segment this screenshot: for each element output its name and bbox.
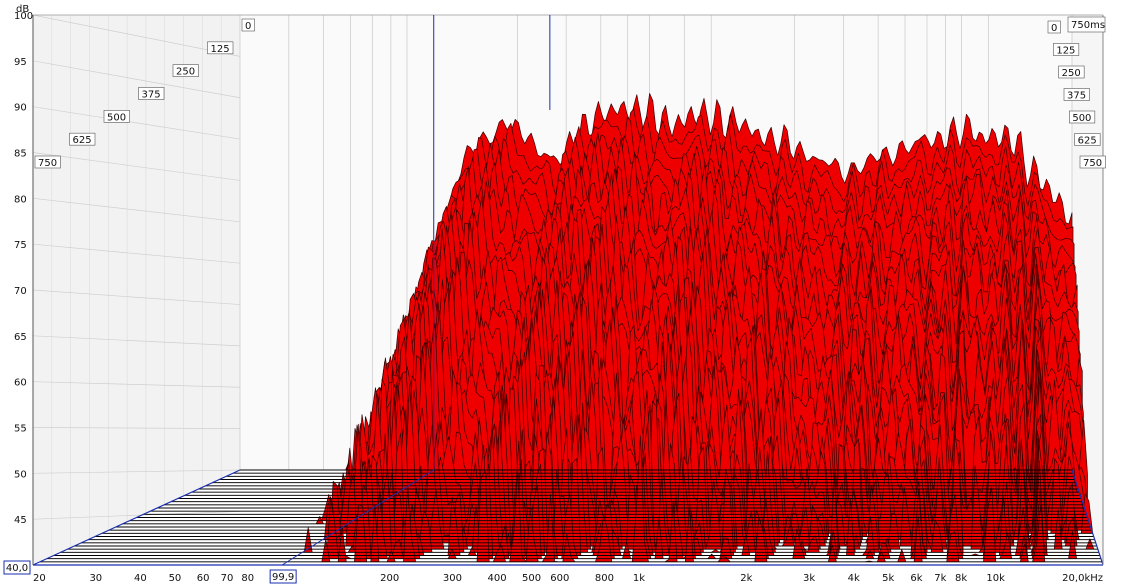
waterfall-slices [39, 93, 1103, 563]
y-tick-label: 55 [14, 424, 27, 435]
time-tick-box-left [34, 155, 61, 169]
time-max-box [1067, 16, 1106, 33]
time-tick-box-left [241, 18, 255, 32]
time-tick-label-right: 0 [1051, 23, 1057, 34]
x-tick-label: 300 [443, 573, 462, 584]
x-tick-label: 20,0kHz [1062, 573, 1103, 584]
y-tick-label: 100 [14, 11, 33, 22]
x-tick-label: 400 [487, 573, 506, 584]
y-tick-label: 85 [14, 149, 27, 160]
y-tick-label: 90 [14, 103, 27, 114]
x-tick-label: 40 [134, 573, 147, 584]
x-tick-label: 80 [241, 573, 254, 584]
x-tick-label: 50 [169, 573, 182, 584]
time-tick-label-right: 500 [1072, 113, 1091, 124]
time-tick-label-left: 500 [107, 112, 126, 123]
floor-value-label: 40,0 [6, 563, 28, 574]
time-tick-box-left [138, 87, 165, 100]
x-tick-label: 500 [522, 573, 541, 584]
time-tick-label-right: 250 [1062, 68, 1081, 79]
x-tick-label: 8k [955, 573, 967, 584]
time-tick-box-left [69, 132, 96, 146]
time-tick-label-right: 750 [1083, 158, 1102, 169]
x-tick-label: 600 [550, 573, 569, 584]
x-tick-label: 7k [934, 573, 946, 584]
time-tick-box-left [172, 64, 199, 77]
time-tick-label-left: 375 [142, 90, 161, 101]
y-tick-label: 45 [14, 515, 27, 526]
floor-right-edge [1071, 469, 1104, 566]
time-tick-label-right: 625 [1078, 136, 1097, 147]
y-unit-label: dB [16, 4, 29, 15]
x-tick-label: 4k [848, 573, 860, 584]
time-tick-label-right: 125 [1056, 46, 1075, 57]
x-tick-label: 3k [803, 573, 815, 584]
chart-axes [32, 14, 1104, 566]
y-tick-label: 75 [14, 240, 27, 251]
time-tick-box-right [1053, 43, 1080, 56]
y-tick-label: 50 [14, 469, 27, 480]
x-tick-label: 1k [633, 573, 645, 584]
cursor-freq-label: 99,9 [272, 572, 294, 583]
time-tick-label-left: 0 [245, 21, 251, 32]
x-tick-label: 10k [986, 573, 1005, 584]
time-tick-box-right [1047, 20, 1061, 34]
cursor-freq-box [269, 569, 297, 584]
time-tick-label-left: 125 [211, 44, 230, 55]
time-tick-box-right [1063, 88, 1090, 101]
y-tick-label: 95 [14, 57, 27, 68]
floor-left-edge [32, 469, 241, 566]
y-tick-label: 70 [14, 286, 27, 297]
x-tick-label: 5k [882, 573, 894, 584]
time-tick-label-left: 250 [176, 67, 195, 78]
time-max-label: 750ms [1071, 20, 1105, 31]
x-tick-label: 60 [197, 573, 210, 584]
y-tick-label: 80 [14, 194, 27, 205]
time-tick-box-left [103, 110, 130, 123]
y-tick-label: 60 [14, 378, 27, 389]
time-tick-box-right [1074, 133, 1101, 146]
cursor-line-floor [281, 469, 434, 566]
time-tick-label-left: 625 [73, 135, 92, 146]
time-tick-label-left: 750 [38, 158, 57, 169]
time-tick-box-right [1058, 65, 1085, 79]
time-tick-box-left [207, 41, 234, 55]
floor-value-box [3, 560, 31, 575]
x-tick-label: 30 [89, 573, 102, 584]
time-tick-box-right [1079, 155, 1106, 169]
x-tick-label: 200 [380, 573, 399, 584]
x-tick-label: 70 [221, 573, 234, 584]
x-tick-label: 2k [740, 573, 752, 584]
x-tick-label: 20 [33, 573, 46, 584]
x-tick-label: 6k [910, 573, 922, 584]
chart-labels: 100 95 90 85 80 75 70 65 60 55 50 45 dB 20 30 40 50 60 70 8… [3, 4, 1106, 584]
y-tick-label: 65 [14, 332, 27, 343]
time-tick-box-right [1069, 110, 1096, 124]
x-tick-label: 800 [595, 573, 614, 584]
time-tick-label-right: 375 [1067, 91, 1086, 102]
